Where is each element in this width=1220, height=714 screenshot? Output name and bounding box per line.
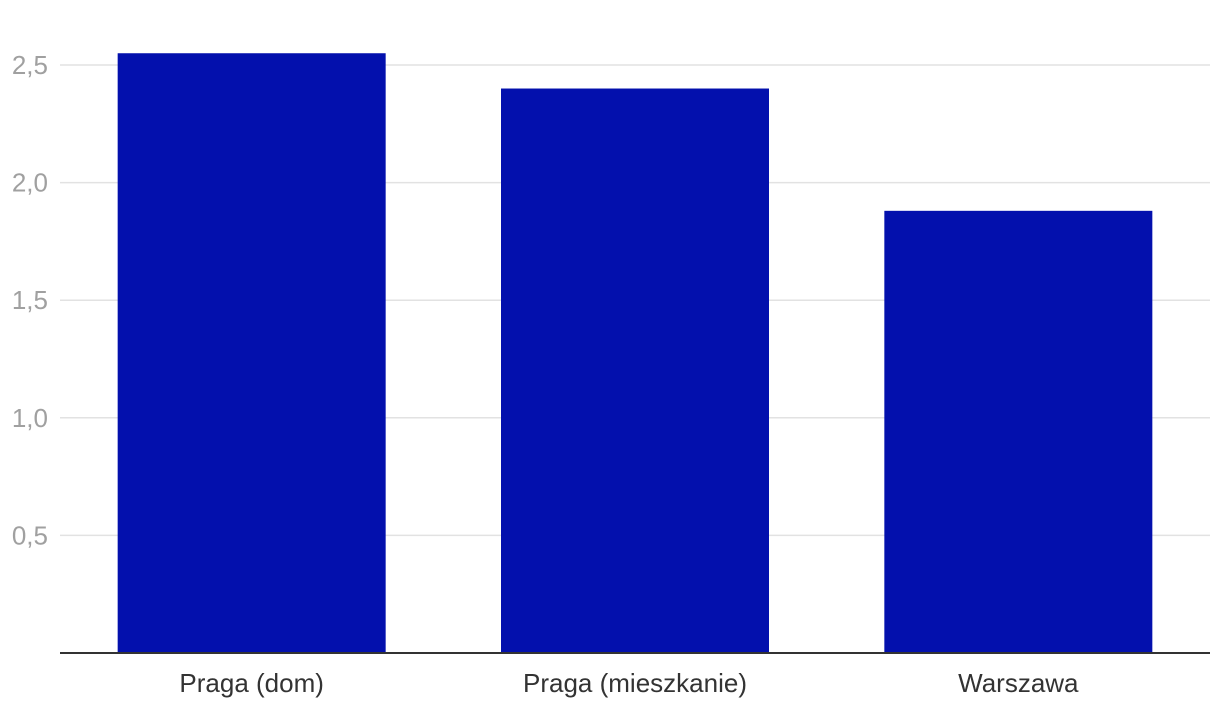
y-tick-label: 0,5	[12, 520, 48, 550]
x-tick-label: Warszawa	[958, 668, 1079, 698]
x-tick-label: Praga (mieszkanie)	[523, 668, 747, 698]
bar-2	[501, 88, 769, 653]
y-tick-label: 1,0	[12, 403, 48, 433]
y-tick-label: 1,5	[12, 285, 48, 315]
x-tick-label: Praga (dom)	[179, 668, 324, 698]
bar-1	[117, 53, 386, 654]
bar-3	[884, 210, 1153, 653]
x-axis-ticks: Praga (dom) Praga (mieszkanie) Warszawa	[179, 668, 1079, 698]
y-tick-label: 2,5	[12, 50, 48, 80]
y-tick-label: 2,0	[12, 168, 48, 198]
y-axis-ticks: 0,5 1,0 1,5 2,0 2,5	[12, 50, 48, 550]
bars	[117, 53, 1153, 654]
